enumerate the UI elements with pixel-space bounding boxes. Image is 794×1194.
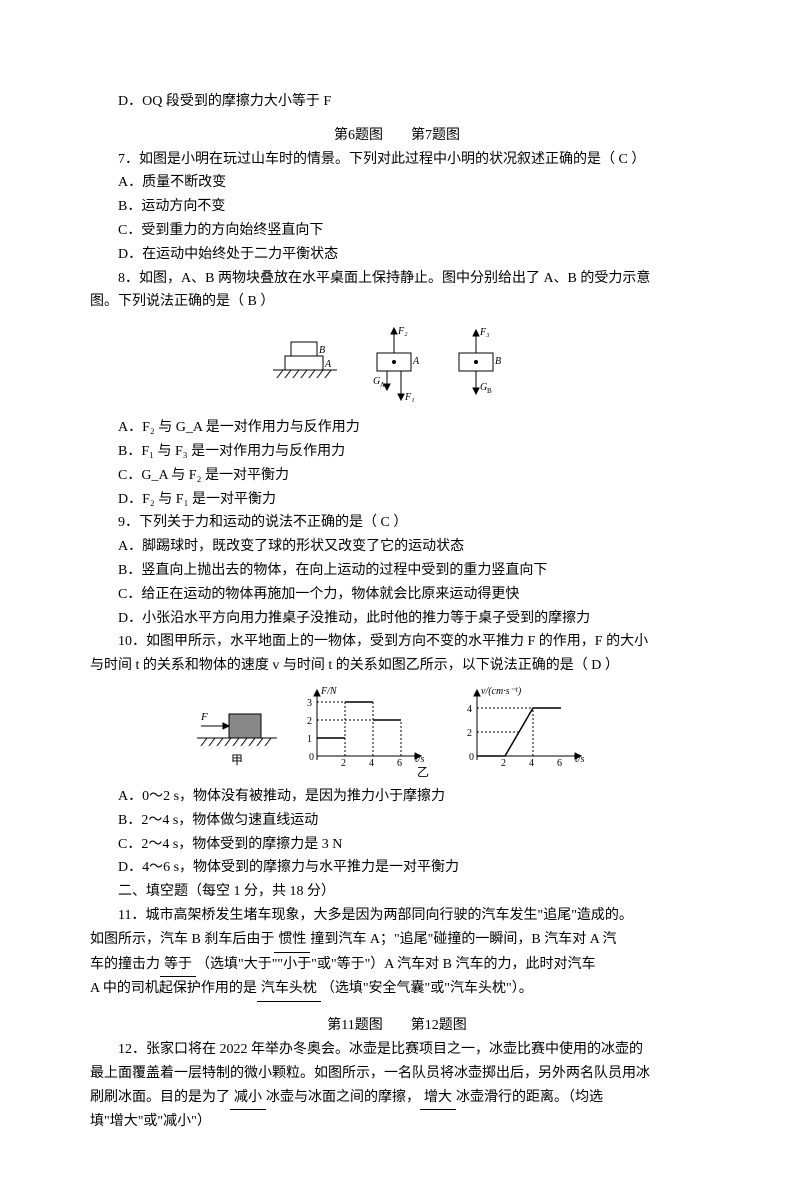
q9-C: C．给正在运动的物体再施加一个力，物体就会比原来运动得更快: [90, 583, 704, 607]
q9-B: B．竖直向上抛出去的物体，在向上运动的过程中受到的重力竖直向下: [90, 559, 704, 583]
q9-D: D．小张沿水平方向用力推桌子没推动，此时他的推力等于桌子受到的摩擦力: [90, 607, 704, 631]
q7-stem: 7．如图是小明在玩过山车时的情景。下列对此过程中小明的状况叙述正确的是（ C ）: [90, 148, 704, 172]
q11-l1: 11．城市高架桥发生堵车现象，大多是因为两部同向行驶的汽车发生"追尾"造成的。: [90, 904, 704, 928]
q8-A: A．F₂ 与 G_A 是一对作用力与反作用力: [90, 416, 704, 440]
q8-figure: B A F₂ A GA F₁: [90, 320, 704, 410]
cap11: 第11题图: [327, 1018, 382, 1033]
svg-text:2: 2: [341, 758, 346, 769]
svg-text:A: A: [412, 356, 420, 367]
q12-l3b: 冰壶与冰面之间的摩擦，: [266, 1090, 420, 1105]
q12-l3c: 冰壶滑行的距离。（均选: [456, 1090, 603, 1105]
svg-text:A: A: [324, 359, 332, 370]
svg-text:4: 4: [369, 758, 374, 769]
svg-text:0: 0: [309, 752, 314, 763]
q12-blank1: 减小: [230, 1086, 266, 1111]
caption-11-12: 第11题图 第12题图: [90, 1014, 704, 1038]
q8-C: C．G_A 与 F₂ 是一对平衡力: [90, 464, 704, 488]
q11-l3b: （选填"大于""小于"或"等于"）A 汽车对 B 汽车的力，此时对汽车: [196, 957, 595, 972]
q11-blank3: 汽车头枕: [257, 977, 321, 1002]
q8-B: B．F₁ 与 F₃ 是一对作用力与反作用力: [90, 440, 704, 464]
q10-figure: F 甲 0: [90, 684, 704, 779]
svg-text:3: 3: [307, 698, 312, 709]
svg-text:4: 4: [467, 704, 472, 715]
q8-D: D．F₂ 与 F₁ 是一对平衡力: [90, 488, 704, 512]
svg-text:B: B: [319, 345, 325, 356]
q11-l2: 如图所示，汽车 B 刹车后由于惯性撞到汽车 A；"追尾"碰撞的一瞬间，B 汽车对…: [90, 928, 704, 953]
svg-text:B: B: [495, 356, 501, 367]
section2-heading: 二、填空题（每空 1 分，共 18 分）: [90, 880, 704, 904]
svg-text:甲: 甲: [231, 753, 243, 767]
q7-C: C．受到重力的方向始终竖直向下: [90, 219, 704, 243]
svg-text:A: A: [380, 381, 385, 389]
q11-l2a: 如图所示，汽车 B 刹车后由于: [90, 932, 274, 947]
q12-l3a: 刷刷冰面。目的是为了: [90, 1090, 230, 1105]
q9-stem: 9．下列关于力和运动的说法不正确的是（ C ）: [90, 511, 704, 535]
svg-text:1: 1: [307, 734, 312, 745]
svg-text:F/N: F/N: [320, 686, 338, 697]
q11-blank2: 等于: [160, 953, 196, 978]
svg-text:4: 4: [529, 758, 534, 769]
q7-B: B．运动方向不变: [90, 195, 704, 219]
q11-blank1: 惯性: [274, 928, 310, 953]
svg-text:t/s: t/s: [415, 754, 425, 765]
svg-text:v/(cm·s⁻¹): v/(cm·s⁻¹): [481, 686, 522, 697]
q12-l3: 刷刷冰面。目的是为了减小冰壶与冰面之间的摩擦，增大冰壶滑行的距离。（均选: [90, 1086, 704, 1111]
svg-text:0: 0: [469, 752, 474, 763]
svg-text:2: 2: [467, 728, 472, 739]
q11-l4a: A 中的司机起保护作用的是: [90, 981, 257, 996]
cap7: 第7题图: [411, 128, 460, 143]
q12-l4: 填"增大"或"减小"）: [90, 1110, 704, 1134]
q12-l2: 最上面覆盖着一层特制的微小颗粒。如图所示，一名队员将冰壶掷出后，另外两名队员用冰: [90, 1062, 704, 1086]
q8-stem2: 图。下列说法正确的是（ B ）: [90, 290, 704, 314]
q11-l4b: （选填"安全气囊"或"汽车头枕"）。: [321, 981, 533, 996]
q11-l3: 车的撞击力等于（选填"大于""小于"或"等于"）A 汽车对 B 汽车的力，此时对…: [90, 953, 704, 978]
q8-svg: B A F₂ A GA F₁: [267, 320, 527, 410]
q10-stem2: 与时间 t 的关系和物体的速度 v 与时间 t 的关系如图乙所示，以下说法正确的…: [90, 654, 704, 678]
q10-C: C．2～4 s，物体受到的摩擦力是 3 N: [90, 833, 704, 857]
q8-stem1: 8．如图，A、B 两物块叠放在水平桌面上保持静止。图中分别给出了 A、B 的受力…: [90, 267, 704, 291]
q6-option-d: D．OQ 段受到的摩擦力大小等于 F: [90, 90, 704, 114]
q9-A: A．脚踢球时，既改变了球的形状又改变了它的运动状态: [90, 535, 704, 559]
svg-text:乙: 乙: [417, 765, 429, 779]
q12-l1: 12．张家口将在 2022 年举办冬奥会。冰壶是比赛项目之一，冰壶比赛中使用的冰…: [90, 1038, 704, 1062]
svg-text:F₃: F₃: [479, 327, 490, 338]
cap12: 第12题图: [411, 1018, 467, 1033]
q11-l2b: 撞到汽车 A；"追尾"碰撞的一瞬间，B 汽车对 A 汽: [310, 932, 616, 947]
svg-text:F: F: [200, 711, 208, 723]
q10-A: A．0～2 s，物体没有被推动，是因为推力小于摩擦力: [90, 785, 704, 809]
q11-l4: A 中的司机起保护作用的是汽车头枕（选填"安全气囊"或"汽车头枕"）。: [90, 977, 704, 1002]
q10-stem1: 10．如图甲所示，水平地面上的一物体，受到方向不变的水平推力 F 的作用，F 的…: [90, 630, 704, 654]
q7-A: A．质量不断改变: [90, 171, 704, 195]
caption-6-7: 第6题图 第7题图: [90, 124, 704, 148]
q11-l3a: 车的撞击力: [90, 957, 160, 972]
q10-svg: F 甲 0: [187, 684, 607, 779]
page: D．OQ 段受到的摩擦力大小等于 F 第6题图 第7题图 7．如图是小明在玩过山…: [0, 0, 794, 1194]
q10-B: B．2～4 s，物体做匀速直线运动: [90, 809, 704, 833]
svg-text:F₁: F₁: [404, 392, 415, 403]
svg-text:6: 6: [557, 758, 562, 769]
cap6: 第6题图: [334, 128, 383, 143]
svg-text:2: 2: [307, 716, 312, 727]
q10-D: D．4～6 s，物体受到的摩擦力与水平推力是一对平衡力: [90, 856, 704, 880]
q7-D: D．在运动中始终处于二力平衡状态: [90, 243, 704, 267]
svg-text:6: 6: [397, 758, 402, 769]
svg-text:B: B: [487, 387, 492, 395]
svg-text:F₂: F₂: [397, 326, 408, 337]
svg-text:t/s: t/s: [575, 754, 585, 765]
q12-blank2: 增大: [420, 1086, 456, 1111]
svg-text:2: 2: [501, 758, 506, 769]
